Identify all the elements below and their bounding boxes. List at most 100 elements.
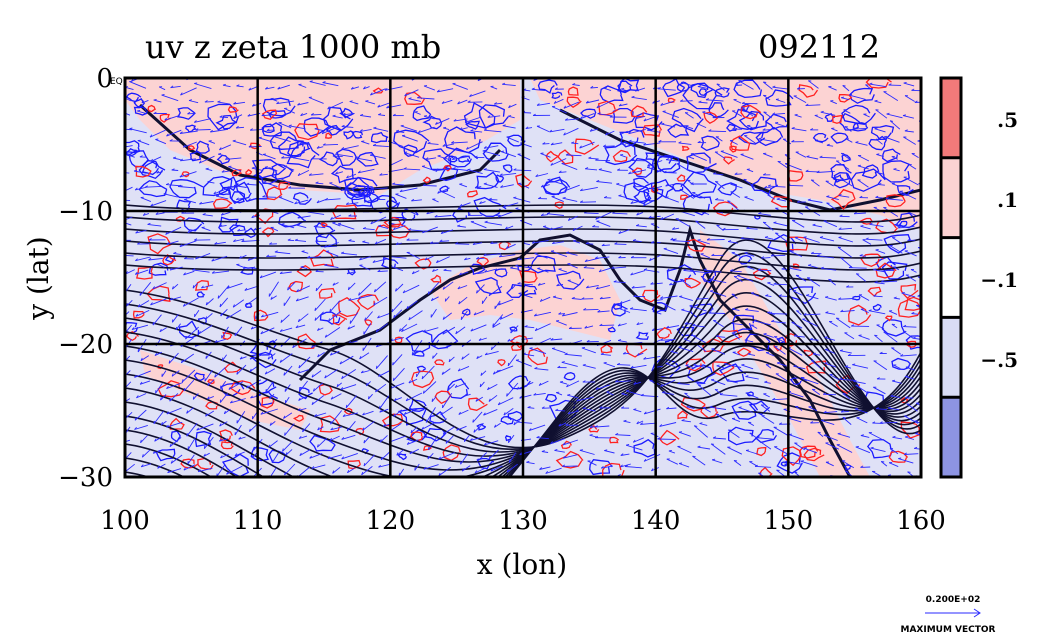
wind-vector-head bbox=[379, 173, 383, 176]
wind-vector-head bbox=[362, 240, 366, 243]
wind-vector-head bbox=[653, 480, 656, 481]
wind-vector-head bbox=[375, 389, 378, 393]
negative-vorticity-contour bbox=[714, 87, 730, 98]
wind-vector bbox=[548, 71, 562, 75]
wind-vector-head bbox=[113, 52, 116, 53]
wind-vector bbox=[181, 483, 196, 489]
wind-vector bbox=[621, 393, 628, 396]
wind-vector-head bbox=[369, 153, 374, 156]
wind-vector bbox=[791, 127, 807, 132]
wind-vector bbox=[735, 489, 742, 492]
positive-vorticity-contour bbox=[667, 97, 676, 104]
wind-vector-head bbox=[582, 380, 586, 383]
wind-vector bbox=[342, 112, 355, 116]
wind-vector-head bbox=[907, 238, 911, 241]
wind-vector bbox=[506, 382, 519, 397]
wind-vector-head bbox=[589, 425, 593, 428]
x-tick-label: 120 bbox=[366, 506, 416, 536]
wind-vector-head bbox=[422, 165, 426, 167]
wind-vector-head bbox=[360, 370, 364, 374]
negative-vorticity-contour bbox=[556, 270, 585, 290]
wind-vector bbox=[236, 264, 247, 269]
wind-vector-head bbox=[914, 446, 918, 449]
wind-vector bbox=[764, 381, 771, 384]
positive-vorticity-contour bbox=[343, 407, 353, 415]
negative-vorticity-contour bbox=[446, 378, 470, 399]
x-tick-label: 160 bbox=[896, 506, 946, 536]
wind-vector bbox=[88, 58, 97, 59]
wind-vector bbox=[145, 185, 162, 188]
wind-vector bbox=[298, 84, 307, 88]
wind-vector bbox=[618, 195, 627, 198]
wind-vector-head bbox=[98, 103, 100, 105]
wind-vector-head bbox=[559, 381, 563, 383]
wind-vector bbox=[855, 384, 869, 394]
wind-vector bbox=[551, 196, 564, 203]
negative-vorticity-contour bbox=[176, 107, 196, 120]
wind-vector-head bbox=[341, 375, 344, 379]
wind-vector bbox=[686, 254, 694, 258]
positive-vorticity-contour bbox=[383, 216, 402, 228]
wind-vector bbox=[773, 336, 786, 344]
wind-vector-head bbox=[332, 470, 335, 474]
wind-vector-head bbox=[583, 265, 587, 269]
wind-vector-head bbox=[363, 462, 366, 467]
wind-vector-head bbox=[558, 423, 561, 427]
positive-vorticity-contour bbox=[729, 145, 737, 153]
wind-vector bbox=[283, 412, 293, 419]
wind-vector bbox=[505, 225, 514, 230]
wind-vector bbox=[327, 454, 343, 460]
wind-vector bbox=[865, 84, 871, 89]
negative-vorticity-contour bbox=[482, 142, 510, 162]
wind-vector-head bbox=[689, 304, 693, 307]
wind-vector bbox=[494, 102, 503, 105]
wind-vector-head bbox=[681, 308, 685, 311]
wind-vector bbox=[511, 284, 517, 290]
wind-vector bbox=[903, 136, 916, 145]
negative-vorticity-contour bbox=[196, 291, 206, 298]
negative-vorticity-contour bbox=[868, 135, 888, 151]
wind-vector bbox=[222, 84, 231, 88]
wind-vector bbox=[298, 396, 307, 401]
wind-vector bbox=[733, 276, 743, 283]
wind-vector bbox=[422, 381, 437, 394]
wind-vector bbox=[283, 365, 293, 376]
wind-vector bbox=[95, 254, 102, 256]
wind-vector bbox=[605, 130, 615, 136]
wind-vector-head bbox=[115, 171, 118, 172]
wind-vector bbox=[260, 408, 278, 415]
wind-vector-head bbox=[166, 133, 169, 137]
wind-vector-head bbox=[155, 212, 159, 215]
wind-vector bbox=[496, 365, 514, 373]
wind-vector-head bbox=[915, 432, 919, 435]
wind-vector-head bbox=[422, 390, 425, 394]
wind-vector-head bbox=[709, 290, 713, 292]
wind-vector bbox=[880, 461, 888, 467]
wind-vector bbox=[617, 323, 627, 327]
wind-vector-head bbox=[156, 170, 160, 174]
wind-vector bbox=[207, 379, 215, 387]
wind-vector-head bbox=[105, 273, 107, 275]
negative-vorticity-contour bbox=[891, 357, 912, 371]
wind-vector bbox=[482, 150, 501, 157]
wind-vector bbox=[437, 187, 450, 194]
wind-vector bbox=[470, 221, 487, 229]
wind-vector bbox=[420, 74, 436, 77]
wind-vector-head bbox=[543, 225, 547, 228]
wind-vector bbox=[377, 225, 389, 229]
wind-vector bbox=[803, 313, 821, 316]
wind-vector-head bbox=[525, 126, 529, 129]
wind-vector bbox=[444, 296, 450, 302]
wind-vector-head bbox=[562, 442, 566, 446]
wind-vector bbox=[620, 463, 631, 468]
wind-vector bbox=[203, 436, 214, 449]
wind-vector bbox=[341, 252, 358, 256]
wind-vector-head bbox=[249, 368, 252, 372]
wind-vector-head bbox=[563, 105, 567, 109]
wind-vector bbox=[92, 298, 98, 300]
wind-vector-head bbox=[550, 338, 554, 341]
wind-vector bbox=[373, 296, 388, 306]
wind-vector-head bbox=[133, 169, 138, 172]
wind-vector bbox=[368, 393, 373, 400]
negative-vorticity-contour bbox=[169, 179, 204, 199]
